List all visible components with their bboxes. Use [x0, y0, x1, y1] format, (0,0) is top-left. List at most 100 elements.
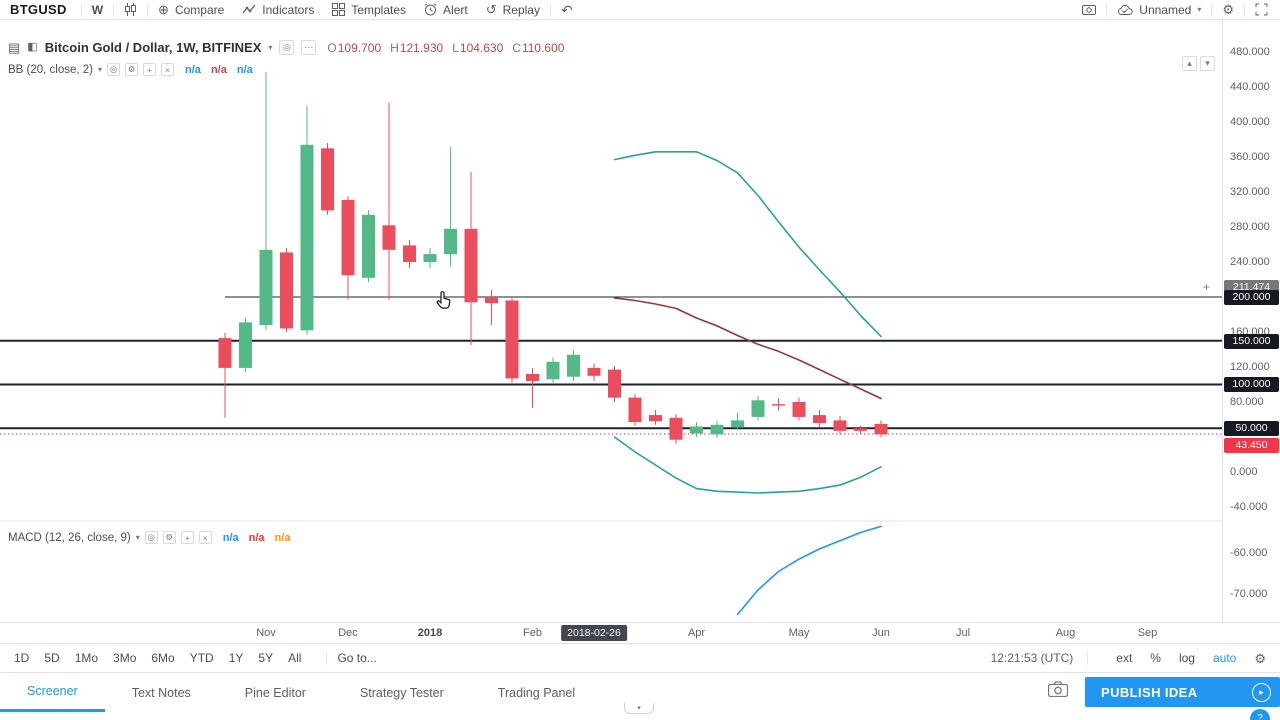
indicators-button[interactable]: Indicators: [242, 3, 314, 17]
chart-title[interactable]: Bitcoin Gold / Dollar, 1W, BITFINEX: [44, 40, 262, 55]
symbol-button[interactable]: BTGUSD: [10, 2, 67, 17]
tab-pine-editor[interactable]: Pine Editor: [244, 685, 306, 700]
tab-trading-panel[interactable]: Trading Panel: [497, 685, 576, 700]
range-button-ytd[interactable]: YTD: [189, 651, 214, 665]
plus-icon[interactable]: +: [143, 63, 157, 76]
add-alert-plus-icon[interactable]: +: [1203, 280, 1211, 294]
ohlc-values: O109.700 H121.930 L104.630 C110.600: [327, 41, 564, 55]
indicators-icon: [242, 4, 256, 16]
indicator-row-macd: MACD (12, 26, close, 9) ▾ ◎ ⚙ + × n/a n/a…: [8, 531, 290, 544]
replay-button[interactable]: ↺ Replay: [485, 2, 540, 17]
price-tick-label: 0.000: [1230, 466, 1258, 478]
range-button-1d[interactable]: 1D: [14, 651, 30, 665]
chevron-down-icon: ▾: [98, 65, 103, 74]
range-button-all[interactable]: All: [288, 651, 302, 665]
indicator-values: n/a n/a n/a: [185, 64, 253, 76]
range-button-3mo[interactable]: 3Mo: [113, 651, 137, 665]
chart-style-icon[interactable]: [124, 3, 137, 16]
mouse-cursor-icon: [435, 290, 452, 311]
date-badge: 2018-02-26: [561, 625, 627, 641]
eye-icon[interactable]: ◎: [279, 40, 295, 55]
gear-icon[interactable]: ⚙: [162, 531, 176, 544]
divider: [326, 651, 328, 665]
undo-icon[interactable]: ↶: [560, 1, 573, 18]
indicator-value: n/a: [248, 531, 265, 544]
settings-gear-icon[interactable]: ⚙: [1222, 2, 1234, 17]
bb-basis-line[interactable]: [613, 297, 882, 400]
gear-icon[interactable]: ⚙: [125, 63, 139, 76]
price-badge: 200.000: [1224, 289, 1279, 305]
collapse-panel-handle[interactable]: ▾: [624, 703, 654, 714]
indicator-value: n/a: [236, 63, 253, 76]
ohlc-letter: H: [390, 40, 399, 55]
indicator-name[interactable]: BB (20, close, 2): [8, 63, 94, 76]
tab-strategy-tester[interactable]: Strategy Tester: [359, 685, 444, 700]
divider: [1244, 2, 1245, 17]
price-tick-label: 280.000: [1230, 221, 1270, 233]
object-tree-icon[interactable]: ▤: [8, 40, 21, 55]
toggle-auto[interactable]: auto: [1212, 651, 1237, 665]
range-button-5y[interactable]: 5Y: [258, 651, 274, 665]
toggle-ext[interactable]: ext: [1116, 651, 1133, 665]
pane-up-icon[interactable]: ▴: [1182, 56, 1197, 71]
bb-lower-band[interactable]: [613, 436, 882, 494]
close-icon[interactable]: ×: [161, 63, 175, 76]
macd-line[interactable]: [736, 525, 882, 616]
more-icon[interactable]: ⋯: [301, 40, 317, 55]
range-button-5d[interactable]: 5D: [44, 651, 60, 665]
tab-text-notes[interactable]: Text Notes: [131, 685, 191, 700]
toggle-percent[interactable]: %: [1150, 651, 1161, 665]
price-badge: 43.450: [1224, 437, 1279, 453]
indicator-name[interactable]: MACD (12, 26, close, 9): [8, 531, 131, 544]
ohlc-value: 121.930: [399, 40, 444, 55]
floating-action-button[interactable]: ?: [1250, 709, 1270, 720]
fullscreen-icon[interactable]: [1255, 3, 1268, 16]
screenshot-icon[interactable]: [1082, 4, 1097, 16]
goto-button[interactable]: Go to...: [337, 651, 377, 665]
time-axis[interactable]: Nov Dec 2018 Feb 2018-02-26 Apr May Jun Jul Aug Se…: [0, 622, 1280, 643]
range-button-1y[interactable]: 1Y: [228, 651, 244, 665]
cloud-check-icon: [1117, 4, 1133, 16]
eye-icon[interactable]: ◎: [144, 531, 158, 544]
publish-idea-button[interactable]: PUBLISH IDEA ▸: [1085, 677, 1280, 707]
interval-button[interactable]: W: [91, 2, 104, 17]
divider: [147, 2, 149, 17]
close-icon[interactable]: ×: [198, 531, 212, 544]
templates-button[interactable]: Templates: [332, 3, 406, 17]
ohlc-letter: C: [512, 40, 521, 55]
price-tick-label: 240.000: [1230, 256, 1270, 268]
time-tick-label: Feb: [523, 627, 542, 639]
range-button-6mo[interactable]: 6Mo: [151, 651, 175, 665]
alert-button[interactable]: Alert: [424, 3, 468, 17]
ohlc-value: 104.630: [459, 40, 504, 55]
eye-icon[interactable]: ◎: [107, 63, 121, 76]
price-axis[interactable]: 480.000 440.000 400.000 360.000 320.000 280.0…: [1222, 20, 1280, 622]
candles[interactable]: [218, 72, 888, 444]
chevron-down-icon: ▾: [1197, 5, 1202, 14]
toggle-log[interactable]: log: [1178, 651, 1195, 665]
layout-menu[interactable]: Unnamed ▾: [1117, 3, 1201, 17]
compare-button[interactable]: ⊕ Compare: [158, 2, 225, 17]
time-tick-label: Apr: [687, 627, 706, 639]
plus-icon[interactable]: +: [180, 531, 194, 544]
divider: [113, 2, 115, 17]
clock-label[interactable]: 12:21:53 (UTC): [990, 651, 1074, 665]
series-style-icon[interactable]: ◧: [27, 41, 38, 53]
time-tick-label: Jul: [955, 627, 971, 639]
compare-icon: ⊕: [158, 2, 169, 17]
divider: [549, 2, 551, 17]
price-tick-label: 320.000: [1230, 186, 1270, 198]
bb-upper-band[interactable]: [613, 151, 882, 338]
timezone-gear-icon[interactable]: ⚙: [1254, 650, 1266, 666]
price-tick-label: 360.000: [1230, 151, 1270, 163]
pane-down-icon[interactable]: ▾: [1200, 56, 1215, 71]
price-badge: 50.000: [1224, 420, 1279, 436]
camera-icon[interactable]: [1048, 681, 1068, 697]
range-button-1mo[interactable]: 1Mo: [74, 651, 99, 665]
price-tick-label: 80.000: [1230, 396, 1264, 408]
price-badge: 150.000: [1224, 333, 1279, 349]
price-tick-label: 480.000: [1230, 46, 1270, 58]
tab-screener[interactable]: Screener: [0, 673, 105, 712]
